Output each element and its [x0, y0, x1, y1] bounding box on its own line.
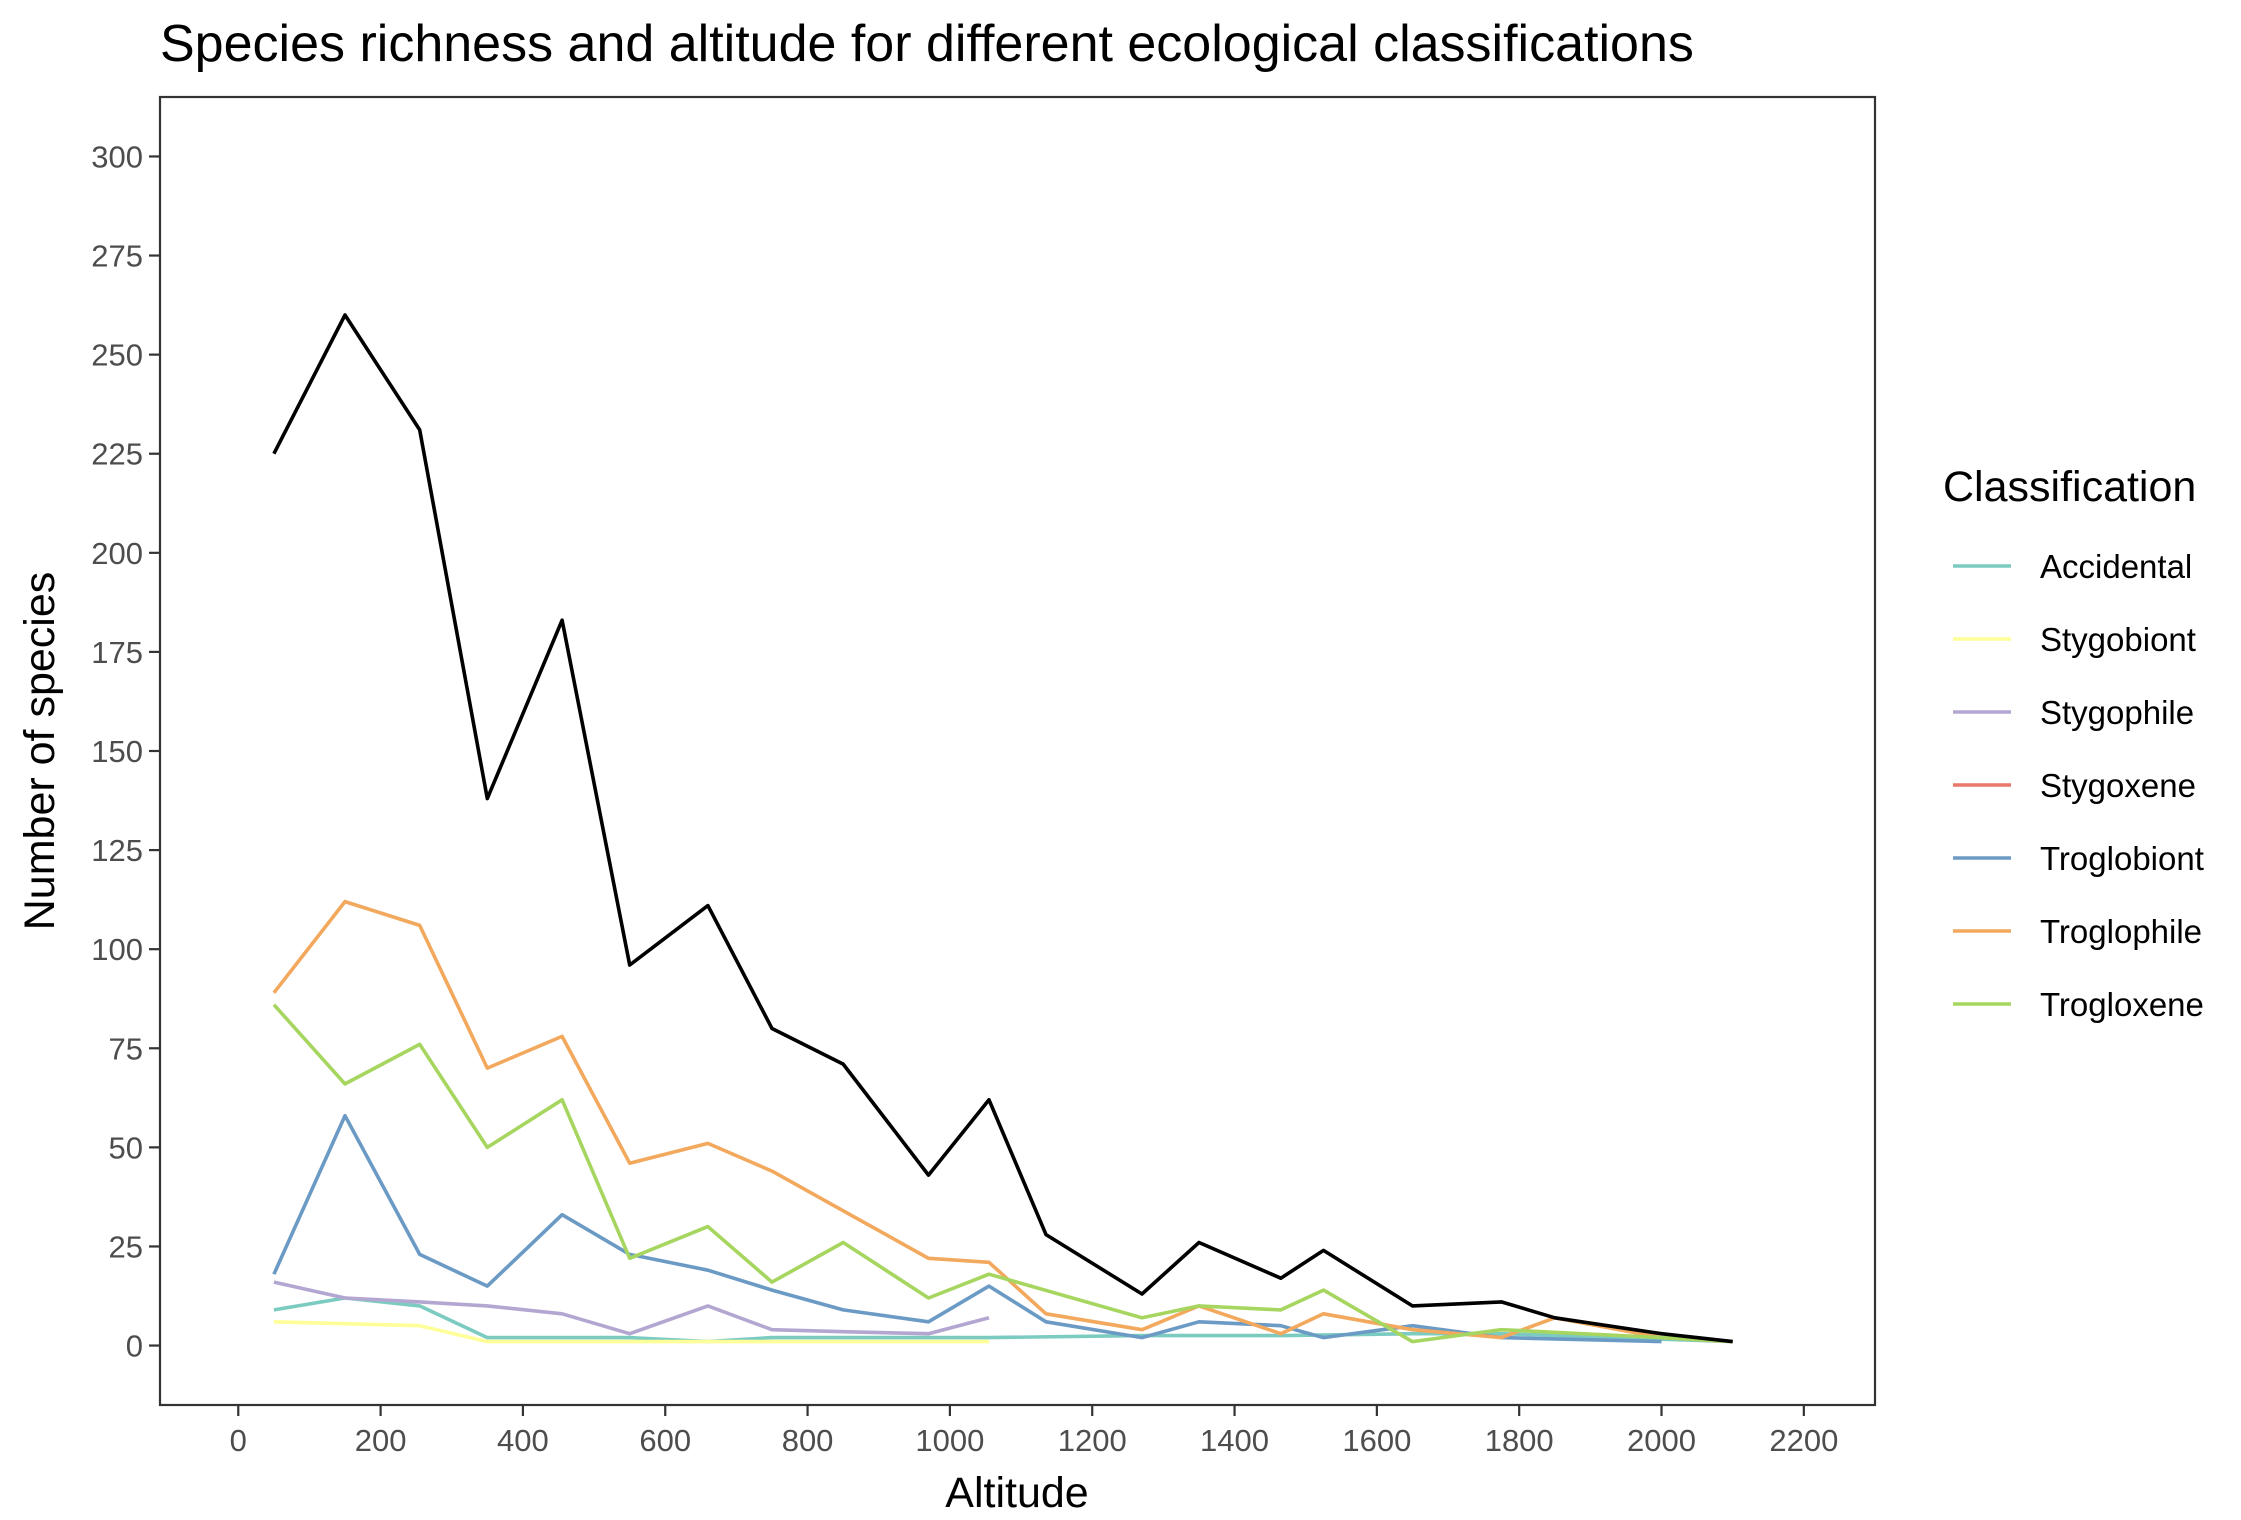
x-axis: 0 200 400 600 800 1000 1200 1400 1600 1800 2000 220…: [230, 1405, 1838, 1458]
legend-label-accidental: Accidental: [2040, 548, 2192, 585]
legend-label-trogloxene: Trogloxene: [2040, 986, 2204, 1023]
y-tick-label: 300: [91, 139, 143, 174]
x-tick-label: 800: [782, 1423, 834, 1458]
legend-label-stygoxene: Stygoxene: [2040, 767, 2196, 804]
y-tick-label: 25: [109, 1229, 143, 1264]
y-tick-label: 275: [91, 239, 143, 274]
series-lines: [272, 313, 1733, 1344]
y-tick-label: 75: [109, 1031, 143, 1066]
y-tick-label: 250: [91, 338, 143, 373]
legend-label-stygophile: Stygophile: [2040, 694, 2194, 731]
x-tick-label: 1000: [915, 1423, 984, 1458]
series-line-stygophile: [273, 1280, 990, 1336]
series-line-stygobiont: [273, 1320, 989, 1344]
x-tick-label: 1400: [1200, 1423, 1269, 1458]
series-line-trogloxene: [272, 1003, 1733, 1344]
y-tick-label: 125: [91, 833, 143, 868]
y-tick-label: 0: [126, 1329, 143, 1364]
legend: Accidental Stygobiont Stygophile Stygoxene T…: [1953, 548, 2204, 1023]
series-line-troglobiont: [272, 1113, 1662, 1344]
x-tick-label: 1800: [1485, 1423, 1554, 1458]
x-tick-label: 200: [355, 1423, 407, 1458]
x-tick-label: 600: [639, 1423, 691, 1458]
y-tick-label: 50: [109, 1130, 143, 1165]
legend-title: Classification: [1943, 463, 2196, 511]
x-axis-title: Altitude: [945, 1469, 1088, 1517]
y-axis: 0 25 50 75 100 125 150 175 200 225 250 275 300: [91, 139, 160, 1364]
y-axis-title: Number of species: [16, 572, 64, 931]
x-tick-label: 2000: [1627, 1423, 1696, 1458]
y-tick-label: 175: [91, 635, 143, 670]
chart-title: Species richness and altitude for differ…: [160, 15, 1694, 73]
y-tick-label: 100: [91, 932, 143, 967]
y-tick-label: 225: [91, 437, 143, 472]
x-tick-label: 400: [497, 1423, 549, 1458]
x-tick-label: 1200: [1058, 1423, 1127, 1458]
y-tick-label: 200: [91, 536, 143, 571]
legend-label-stygobiont: Stygobiont: [2040, 621, 2196, 658]
x-tick-label: 1600: [1342, 1423, 1411, 1458]
x-tick-label: 0: [230, 1423, 247, 1458]
legend-label-troglobiont: Troglobiont: [2040, 840, 2204, 877]
y-tick-label: 150: [91, 734, 143, 769]
series-line-total: [272, 313, 1733, 1344]
plot-panel: [158, 95, 1877, 1407]
x-tick-label: 2200: [1769, 1423, 1838, 1458]
legend-label-troglophile: Troglophile: [2040, 913, 2202, 950]
